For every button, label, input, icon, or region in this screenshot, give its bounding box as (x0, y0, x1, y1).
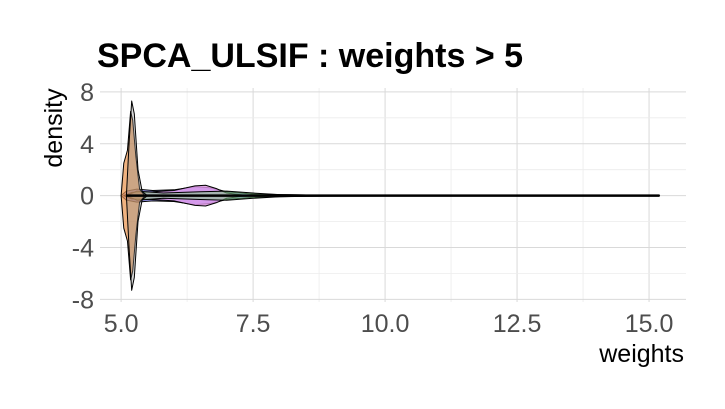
y-tick-label: -8 (72, 286, 94, 314)
x-axis-label: weights (598, 340, 684, 368)
y-axis-ticks: -8 -4 0 4 8 (72, 79, 94, 315)
x-tick-label: 7.5 (236, 310, 271, 338)
x-axis-ticks: 5.0 7.5 10.0 12.5 15.0 (104, 310, 674, 338)
y-tick-label: -4 (72, 235, 94, 263)
x-tick-label: 12.5 (493, 310, 542, 338)
x-tick-label: 15.0 (625, 310, 674, 338)
y-tick-label: 8 (80, 79, 94, 107)
y-tick-label: 0 (80, 183, 94, 211)
x-tick-label: 10.0 (361, 310, 410, 338)
x-tick-label: 5.0 (104, 310, 139, 338)
y-tick-label: 4 (80, 131, 94, 159)
chart-title: SPCA_ULSIF : weights > 5 (97, 37, 523, 75)
y-axis-label: density (40, 88, 68, 168)
